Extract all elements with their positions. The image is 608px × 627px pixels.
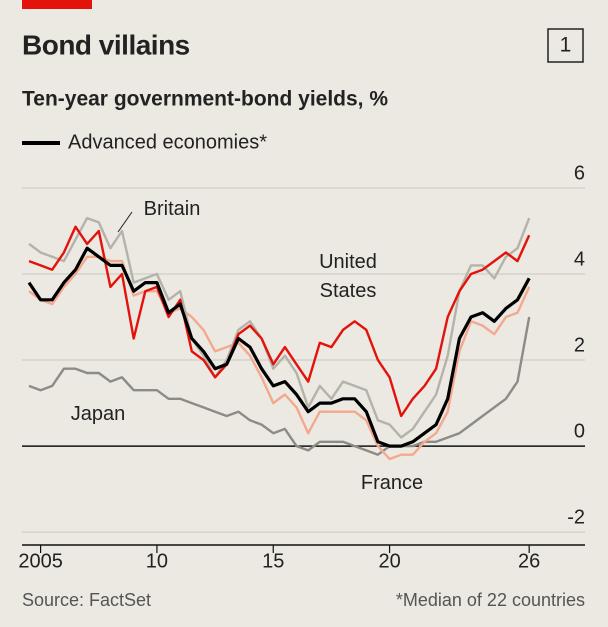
x-tick-label: 2005 <box>18 550 63 572</box>
x-tick-label: 26 <box>518 550 540 572</box>
x-tick-label: 15 <box>262 550 284 572</box>
x-tick-label: 10 <box>146 550 168 572</box>
series-line <box>27 246 531 448</box>
y-tick-label: 6 <box>574 162 585 184</box>
chart-subtitle: Ten-year government-bond yields, % <box>22 88 388 111</box>
source: Source: FactSet <box>22 590 151 610</box>
legend-label: Advanced economies* <box>68 131 267 153</box>
x-tick-label: 20 <box>378 550 400 572</box>
brand-bar <box>22 0 92 9</box>
y-tick-label: 0 <box>574 420 585 442</box>
chart-number-box <box>547 28 584 63</box>
label-pointer <box>117 211 133 233</box>
y-tick-label: 4 <box>574 248 585 270</box>
footnote: *Median of 22 countries <box>396 590 585 610</box>
series-line <box>28 316 531 456</box>
series-line <box>28 216 531 439</box>
y-tick-label: 2 <box>574 334 585 356</box>
y-tick-label: -2 <box>567 506 585 528</box>
series-label: United States <box>319 251 377 302</box>
series-label: Japan <box>70 403 126 425</box>
series-label: Britain <box>143 198 201 220</box>
series-label: France <box>360 472 424 494</box>
series-line <box>28 255 531 461</box>
chart-title: Bond villains <box>22 29 190 60</box>
series-line <box>28 225 531 418</box>
chart-number: 1 <box>560 34 572 57</box>
